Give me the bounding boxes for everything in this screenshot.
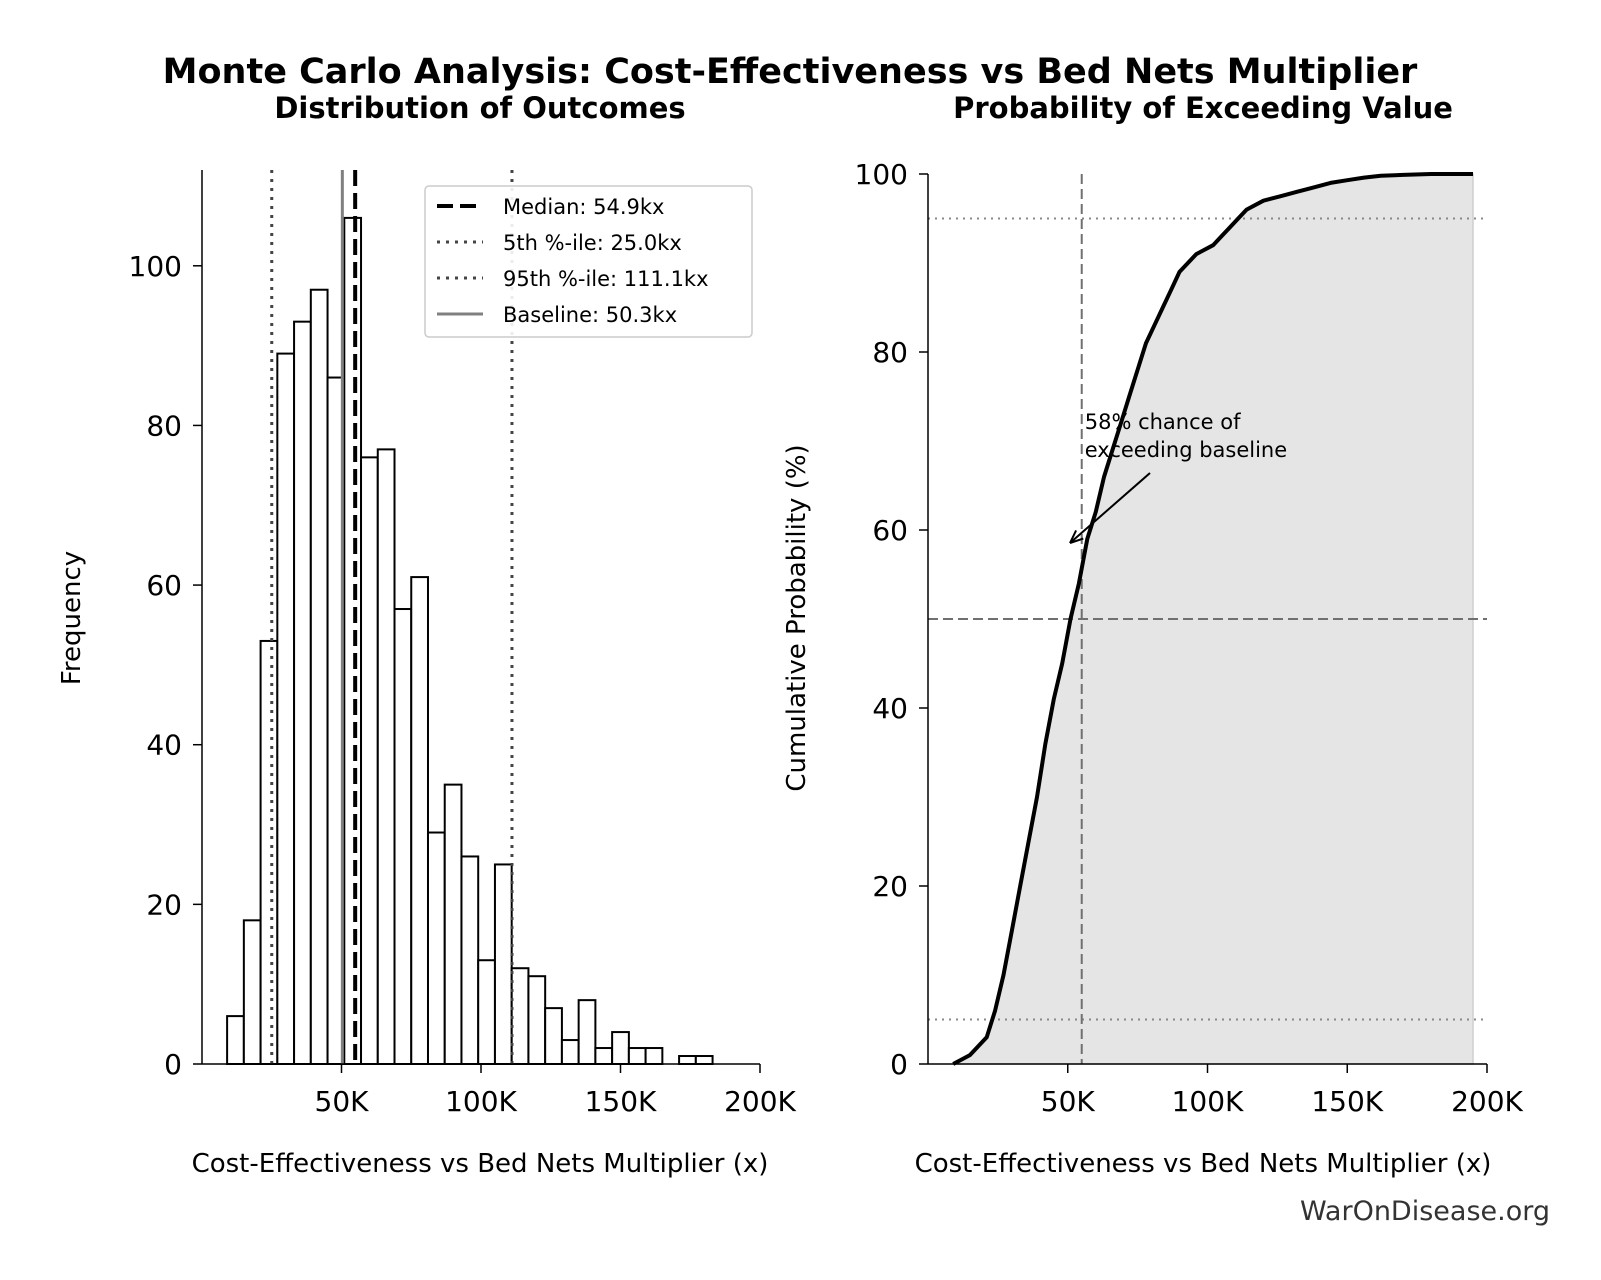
legend-entry: Median: 54.9kx — [503, 195, 664, 219]
x-tick-label: 50K — [315, 1085, 370, 1118]
y-tick-label: 0 — [164, 1048, 182, 1081]
legend-entry: 95th %-ile: 111.1kx — [503, 267, 709, 291]
histogram-legend: Median: 54.9kx 5th %-ile: 25.0kx 95th %-il… — [424, 185, 753, 338]
histogram-bar — [611, 1031, 630, 1065]
y-tick-label: 40 — [146, 729, 182, 762]
y-tick-label: 80 — [146, 409, 182, 442]
histogram-bar — [594, 1047, 614, 1066]
x-tick-label: 200K — [724, 1085, 796, 1118]
legend-box — [424, 185, 753, 338]
y-tick-label: 20 — [872, 870, 908, 903]
x-tick-label: 100K — [445, 1085, 517, 1118]
annotation-text: 58% chance of — [1085, 410, 1241, 434]
histogram-bar — [544, 1007, 563, 1065]
x-tick-label: 150K — [1311, 1085, 1383, 1118]
histogram-bar — [410, 576, 429, 1065]
watermark: WarOnDisease.org — [1300, 1196, 1550, 1227]
y-tick-label: 80 — [872, 336, 908, 369]
histogram-bar — [560, 1039, 580, 1066]
histogram-title: Distribution of Outcomes — [274, 91, 685, 125]
histogram-bar — [678, 1055, 697, 1065]
histogram-bar — [426, 831, 446, 1066]
cdf-axes: 0 20 40 60 80 100 50K 100K 150K 200K — [855, 158, 1524, 1118]
y-tick-label: 0 — [890, 1048, 908, 1081]
y-tick-label: 100 — [855, 158, 908, 191]
histogram-bar — [460, 855, 480, 1066]
x-tick-label: 50K — [1041, 1085, 1096, 1118]
histogram-bar — [259, 639, 279, 1065]
histogram-bar — [343, 216, 363, 1065]
cdf-y-axis-label: Cumulative Probability (%) — [782, 444, 812, 791]
annotation-text: exceeding baseline — [1085, 438, 1287, 462]
figure-title: Monte Carlo Analysis: Cost-Effectiveness… — [163, 52, 1418, 92]
histogram-bar — [627, 1047, 647, 1066]
histogram-bar — [393, 608, 413, 1066]
cdf-line — [952, 172, 1473, 1066]
histogram-reference-lines — [270, 170, 514, 1064]
histogram-bar — [694, 1055, 714, 1065]
cdf-annotation: 58% chance of exceeding baseline — [1069, 410, 1287, 544]
histogram-bar — [226, 1015, 245, 1065]
y-tick-label: 40 — [872, 692, 908, 725]
histogram-bar — [276, 352, 296, 1065]
cdf-panel: Probability of Exceeding Value 0 20 40 60 80… — [782, 91, 1524, 1179]
y-tick-label: 60 — [872, 514, 908, 547]
histogram-bar — [293, 320, 312, 1065]
histogram-bar — [493, 863, 513, 1065]
histogram-bar — [309, 288, 329, 1066]
histogram-x-axis-label: Cost-Effectiveness vs Bed Nets Multiplie… — [192, 1149, 769, 1179]
cdf-title: Probability of Exceeding Value — [953, 91, 1453, 125]
histogram-bar — [577, 999, 597, 1066]
annotation-arrowhead — [1069, 529, 1084, 544]
histogram-bar — [510, 967, 530, 1066]
histogram-bar — [477, 959, 496, 1065]
histogram-bar — [376, 448, 396, 1065]
y-tick-label: 100 — [129, 250, 182, 283]
histogram-bar — [443, 783, 463, 1065]
histogram-bars — [226, 216, 714, 1066]
annotation-arrow — [1069, 472, 1151, 544]
legend-entry: Baseline: 50.3kx — [503, 303, 677, 327]
histogram-bar — [242, 919, 262, 1065]
histogram-y-axis-label: Frequency — [57, 551, 87, 685]
x-tick-label: 100K — [1172, 1085, 1244, 1118]
cdf-plot — [928, 172, 1487, 1066]
x-tick-label: 150K — [585, 1085, 657, 1118]
histogram-bar — [644, 1047, 664, 1066]
histogram-bar — [360, 456, 379, 1066]
histogram-panel: Distribution of Outcomes 0 20 40 60 80 100 50K… — [57, 91, 797, 1179]
histogram-axes: 0 20 40 60 80 100 50K 100K 150K 200K — [129, 170, 797, 1118]
y-tick-label: 60 — [146, 569, 182, 602]
histogram-bar — [527, 975, 547, 1065]
cdf-x-axis-label: Cost-Effectiveness vs Bed Nets Multiplie… — [915, 1149, 1492, 1179]
x-tick-label: 200K — [1451, 1085, 1523, 1118]
legend-entry: 5th %-ile: 25.0kx — [503, 231, 682, 255]
y-tick-label: 20 — [146, 888, 182, 921]
